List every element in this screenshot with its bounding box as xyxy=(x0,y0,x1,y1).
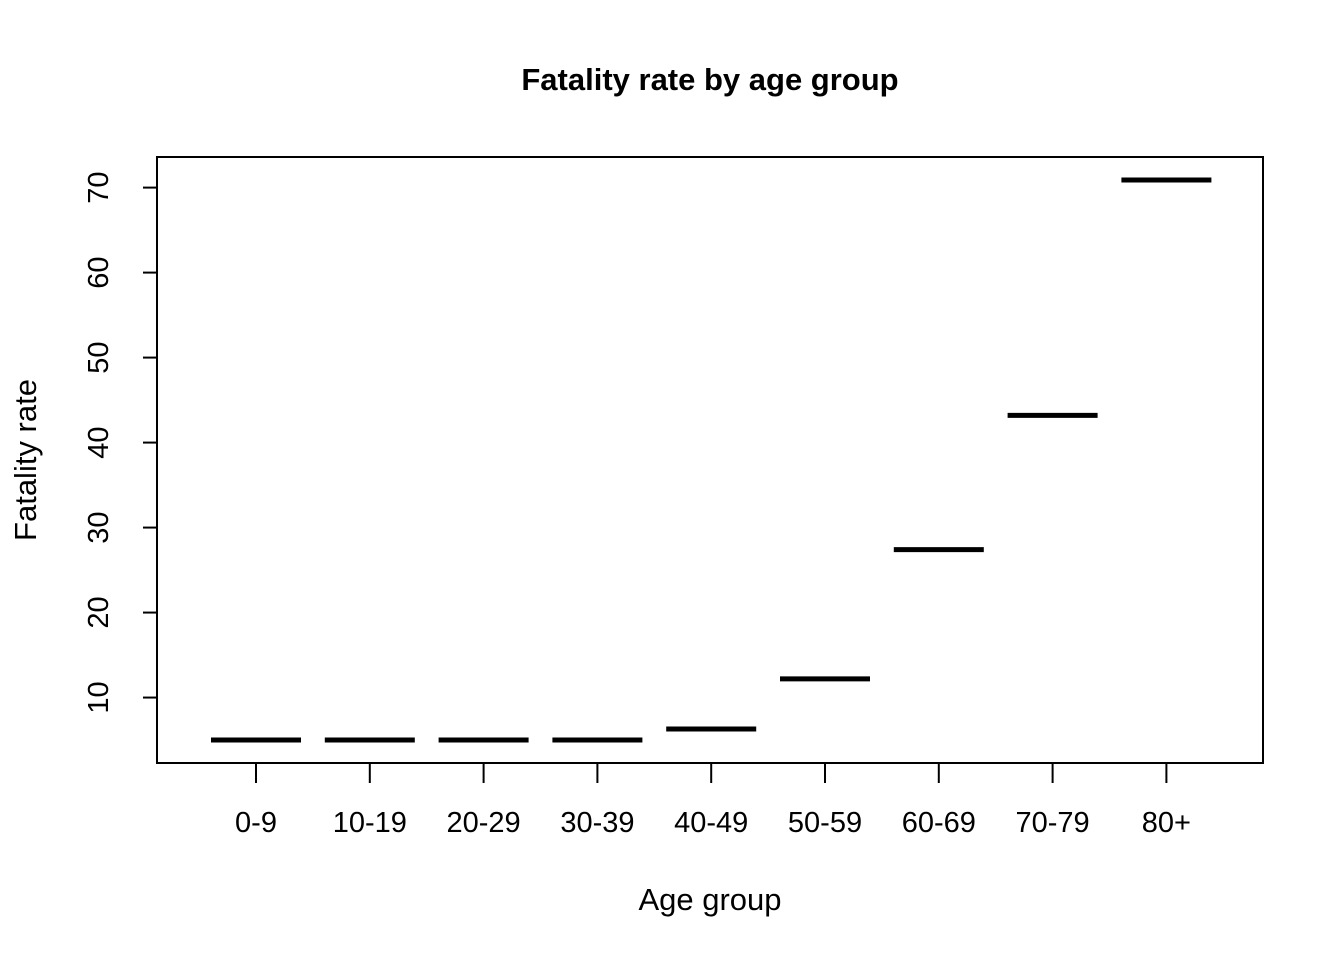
x-axis-label: Age group xyxy=(638,882,781,917)
x-tick-label: 20-29 xyxy=(447,807,521,839)
x-tick-label: 40-49 xyxy=(674,807,748,839)
y-axis-label: Fatality rate xyxy=(8,379,43,541)
y-axis: 10 20 30 40 50 60 70 xyxy=(83,171,157,714)
x-tick-label: 0-9 xyxy=(235,807,277,839)
y-tick-label: 20 xyxy=(83,596,115,628)
x-tick-label: 70-79 xyxy=(1016,807,1090,839)
x-tick-label: 10-19 xyxy=(333,807,407,839)
y-tick-label: 40 xyxy=(83,426,115,458)
plot-frame xyxy=(156,156,1264,764)
chart-title: Fatality rate by age group xyxy=(521,62,898,97)
data-marks xyxy=(211,177,1212,743)
x-tick-label: 60-69 xyxy=(902,807,976,839)
x-tick-label: 80+ xyxy=(1142,807,1191,839)
x-tick-label: 50-59 xyxy=(788,807,862,839)
x-axis: 0-9 10-19 20-29 30-39 40-49 50-59 60-69 70-79 80… xyxy=(235,763,1191,839)
y-tick-label: 70 xyxy=(83,171,115,203)
y-tick-label: 50 xyxy=(83,341,115,373)
y-tick-label: 10 xyxy=(83,681,115,713)
y-tick-label: 60 xyxy=(83,256,115,288)
x-tick-label: 30-39 xyxy=(560,807,634,839)
y-tick-label: 30 xyxy=(83,511,115,543)
